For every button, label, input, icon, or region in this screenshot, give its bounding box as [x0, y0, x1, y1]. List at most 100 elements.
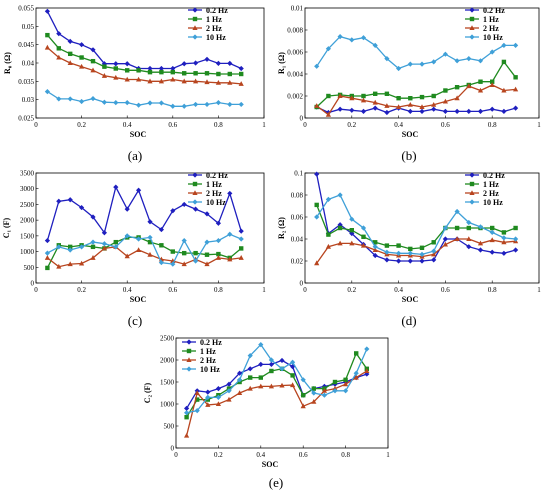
data-point [215, 255, 221, 260]
data-point [268, 357, 274, 363]
x-tick-label: 0 [34, 121, 38, 129]
data-point [384, 243, 390, 248]
y-tick-label: 3500 [20, 170, 35, 178]
data-point [147, 239, 153, 245]
x-tick-label: 1 [262, 286, 266, 294]
data-point [204, 79, 210, 85]
data-point [79, 63, 85, 69]
data-point [227, 101, 233, 108]
data-point [204, 211, 210, 217]
data-point [477, 224, 484, 230]
y-tick-label: 0.01 [291, 5, 304, 13]
data-point [364, 346, 370, 352]
data-point [238, 255, 244, 260]
data-point [353, 374, 359, 380]
data-point [56, 244, 62, 250]
data-point [360, 35, 367, 41]
data-point [501, 87, 507, 93]
data-point [147, 65, 153, 72]
legend-marker [186, 366, 192, 372]
data-point [44, 8, 50, 14]
data-point [454, 58, 460, 64]
x-tick-label: 0.2 [347, 121, 356, 129]
data-point [45, 32, 50, 38]
data-point [314, 171, 320, 177]
data-point [45, 265, 50, 271]
legend-label: 0.2 Hz [483, 171, 505, 180]
data-point [79, 260, 85, 266]
data-point [466, 56, 472, 62]
x-tick-label: 0.4 [123, 286, 132, 294]
data-point [513, 75, 518, 80]
data-point [360, 108, 367, 114]
legend-marker [469, 181, 475, 187]
data-point [102, 64, 107, 69]
data-point [258, 361, 264, 367]
x-tick-label: 0.6 [168, 286, 177, 294]
data-point [477, 108, 484, 114]
data-point [101, 230, 107, 236]
legend-marker [192, 25, 198, 30]
panel-caption-b: (b) [401, 148, 417, 163]
y-tick-label: 0 [171, 445, 175, 453]
data-point [384, 109, 390, 116]
data-point [431, 240, 436, 245]
data-point [147, 78, 153, 84]
data-point [113, 66, 118, 71]
y-tick-label: 500 [164, 423, 175, 431]
data-point [431, 251, 437, 257]
data-point [238, 228, 244, 234]
data-point [431, 102, 437, 107]
data-point [408, 96, 413, 101]
x-tick-label: 1 [537, 121, 541, 129]
data-point [67, 261, 73, 267]
data-point [408, 246, 413, 252]
series-1-hz [314, 59, 518, 110]
data-point [238, 65, 244, 72]
x-tick-label: 0 [34, 286, 38, 294]
data-point [136, 187, 142, 193]
data-point [268, 383, 274, 389]
data-point [184, 432, 190, 438]
data-point [56, 46, 61, 51]
data-point [326, 93, 331, 99]
data-point [136, 236, 142, 242]
panel-caption-e: (e) [268, 475, 284, 490]
data-point [454, 236, 460, 241]
data-point [431, 106, 437, 112]
data-point [384, 257, 390, 263]
data-point [113, 244, 119, 250]
data-point [170, 76, 176, 82]
series-line [316, 84, 516, 116]
data-point [56, 54, 62, 60]
data-point [442, 108, 448, 114]
series-line [46, 185, 242, 241]
data-point [337, 240, 343, 246]
y-tick-label: 0.04 [291, 236, 304, 244]
legend-label: 1 Hz [200, 347, 216, 356]
data-point [321, 388, 327, 393]
data-point [477, 58, 484, 64]
data-point [195, 397, 200, 402]
x-tick-label: 0.8 [488, 286, 497, 294]
series-2-hz [44, 44, 244, 86]
plot-frame [304, 7, 540, 119]
data-point [454, 208, 460, 215]
data-point [314, 202, 319, 208]
x-tick-label: 0.8 [341, 451, 350, 459]
panel-d: 0 0.2 0.4 0.6 0.8 1 0 0.02 0.04 0.06 0.08 0.1 SOC R₂ … [275, 165, 550, 330]
data-point [384, 103, 390, 108]
chart-svg: 0 0.2 0.4 0.6 0.8 1 0.025 0.03 0.035 0.04 0.045 0.0… [3, 5, 266, 140]
data-point [79, 98, 85, 105]
data-point [204, 71, 210, 76]
x-tick-label: 0.8 [488, 121, 497, 129]
data-point [489, 237, 495, 243]
data-point [56, 198, 62, 204]
y-tick-label: 3000 [20, 185, 35, 193]
data-point [349, 95, 355, 101]
panel-caption-c: (c) [127, 313, 143, 328]
data-point [364, 368, 370, 373]
panel-e: 0 0.2 0.4 0.6 0.8 1 0 500 1000 1500 2000 2500 SOC C₂ … [140, 332, 410, 495]
data-point [360, 225, 367, 231]
panel-b: 0 0.2 0.4 0.6 0.8 1 0 0.002 0.004 0.006 0.008 0.01 S… [275, 0, 550, 165]
